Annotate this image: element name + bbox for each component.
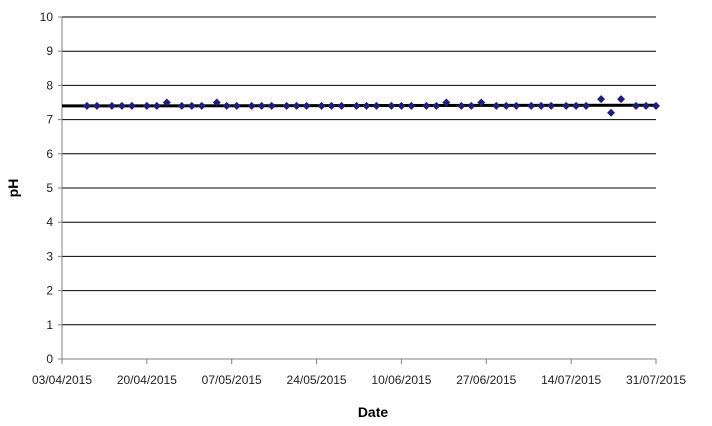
data-point — [477, 98, 486, 107]
data-point — [467, 101, 476, 110]
y-tick-label: 8 — [46, 78, 53, 92]
data-point — [632, 101, 641, 110]
y-tick-labels: 0 1 2 3 4 5 6 7 8 9 10 — [40, 10, 54, 366]
data-point — [537, 101, 546, 110]
data-point — [362, 101, 371, 110]
data-point — [282, 101, 291, 110]
data-point — [232, 101, 241, 110]
x-tick-label: 03/04/2015 — [32, 373, 92, 387]
y-tick-label: 1 — [46, 318, 53, 332]
gridlines — [58, 16, 657, 364]
data-point — [652, 101, 660, 110]
data-point — [267, 101, 276, 110]
data-point — [82, 101, 91, 110]
x-tick-label: 07/05/2015 — [202, 373, 262, 387]
data-point — [642, 101, 651, 110]
x-tick-label: 20/04/2015 — [117, 373, 177, 387]
x-axis-title: Date — [358, 404, 389, 420]
x-tick-label: 27/06/2015 — [456, 373, 516, 387]
data-point — [582, 101, 591, 110]
data-point — [337, 101, 346, 110]
data-point — [352, 101, 361, 110]
data-point — [317, 101, 326, 110]
x-tick-label: 10/06/2015 — [371, 373, 431, 387]
data-point — [187, 101, 196, 110]
y-tick-label: 0 — [46, 352, 53, 366]
data-point — [607, 108, 616, 117]
data-point — [457, 101, 466, 110]
data-point — [442, 98, 451, 107]
data-point — [162, 98, 171, 107]
data-point — [397, 101, 406, 110]
data-point — [547, 101, 556, 110]
x-tick-labels: 03/04/2015 20/04/2015 07/05/2015 24/05/2015… — [32, 373, 686, 387]
y-tick-label: 9 — [46, 44, 53, 58]
data-point — [422, 101, 431, 110]
data-point — [152, 101, 161, 110]
data-point — [177, 101, 186, 110]
data-point — [572, 101, 581, 110]
data-point — [212, 98, 221, 107]
data-point — [292, 101, 301, 110]
data-point — [492, 101, 501, 110]
x-tick-label: 14/07/2015 — [541, 373, 601, 387]
data-point — [327, 101, 336, 110]
y-tick-label: 3 — [46, 249, 53, 263]
data-point — [512, 101, 521, 110]
y-tick-label: 4 — [46, 215, 53, 229]
x-tick-label: 31/07/2015 — [626, 373, 686, 387]
data-point — [257, 101, 266, 110]
data-point — [117, 101, 126, 110]
data-point — [407, 101, 416, 110]
data-point — [502, 101, 511, 110]
data-point — [222, 101, 231, 110]
data-point — [197, 101, 206, 110]
data-point — [527, 101, 536, 110]
y-tick-label: 6 — [46, 147, 53, 161]
data-point — [107, 101, 116, 110]
data-point — [597, 95, 606, 104]
data-point — [387, 101, 396, 110]
y-axis-title: pH — [5, 179, 21, 198]
data-point — [142, 101, 151, 110]
data-point — [562, 101, 571, 110]
data-point — [372, 101, 381, 110]
data-point — [92, 101, 101, 110]
x-tick-label: 24/05/2015 — [287, 373, 347, 387]
data-point — [432, 101, 441, 110]
axes — [61, 17, 656, 360]
data-point — [302, 101, 311, 110]
data-point — [617, 95, 626, 104]
y-tick-label: 7 — [46, 113, 53, 127]
y-tick-label: 2 — [46, 284, 53, 298]
y-tick-label: 10 — [40, 10, 54, 24]
data-point — [247, 101, 256, 110]
data-point — [127, 101, 136, 110]
data-points — [82, 95, 660, 117]
y-tick-label: 5 — [46, 181, 53, 195]
